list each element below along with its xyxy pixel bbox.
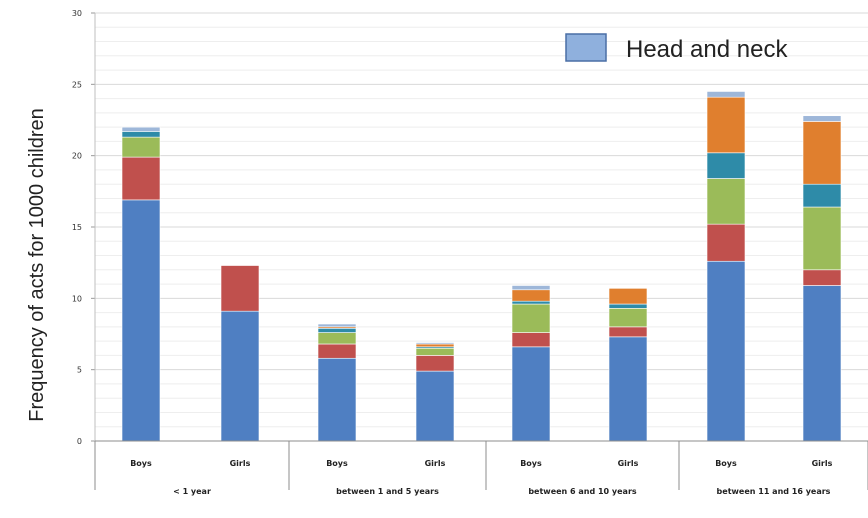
bar-segment: [317, 332, 357, 345]
bar-segment: [608, 288, 648, 305]
bar-segment: [121, 131, 161, 138]
bar-segment: [415, 343, 455, 348]
category-label: Girls: [425, 459, 446, 468]
bar-segment: [220, 310, 260, 442]
bar-segment: [511, 300, 551, 305]
bar-segment: [511, 346, 551, 442]
category-label: Boys: [326, 459, 348, 468]
bar-segment: [802, 183, 842, 208]
bars: [121, 91, 842, 442]
category-label: Girls: [812, 459, 833, 468]
bar-segment: [802, 206, 842, 271]
bar-segment: [802, 269, 842, 286]
bar-segment: [511, 332, 551, 348]
y-axis-label: Frequency of acts for 1000 children: [26, 108, 48, 422]
bar-segment: [706, 260, 746, 442]
bar-segment: [317, 357, 357, 442]
category-label: Boys: [715, 459, 737, 468]
bar-segment: [511, 285, 551, 291]
legend-label: Head and neck: [626, 36, 788, 63]
bar-segment: [802, 285, 842, 442]
bar-segment: [415, 347, 455, 356]
bar-segment: [706, 91, 746, 98]
bar-segment: [317, 323, 357, 328]
bar-segment: [317, 327, 357, 333]
y-tick-label: 15: [72, 223, 82, 232]
bar-segment: [415, 370, 455, 442]
bar-segment: [317, 343, 357, 359]
legend: Head and neck: [565, 33, 788, 63]
group-label: between 6 and 10 years: [528, 487, 637, 496]
bar-segment: [415, 342, 455, 345]
bar-segment: [415, 355, 455, 372]
category-label: Girls: [230, 459, 251, 468]
group-label: < 1 year: [173, 487, 211, 496]
bar-segment: [608, 336, 648, 442]
bar-segment: [511, 289, 551, 302]
y-tick-label: 20: [72, 152, 82, 161]
bar-segment: [608, 308, 648, 328]
y-tick-label: 30: [72, 9, 82, 18]
bar-segment: [706, 96, 746, 154]
bar-segment: [121, 126, 161, 132]
y-tick-label: 25: [72, 80, 82, 89]
bar-segment: [706, 152, 746, 179]
bar-segment: [706, 223, 746, 262]
bar-segment: [802, 121, 842, 185]
group-label: between 1 and 5 years: [336, 487, 439, 496]
y-tick-label: 5: [77, 366, 82, 375]
bar-segment: [121, 156, 161, 201]
legend-swatch: [565, 33, 607, 62]
bar-segment: [121, 199, 161, 442]
category-label: Girls: [618, 459, 639, 468]
y-tick-label: 0: [77, 437, 82, 446]
x-axis: Boys Girls Boys Girls Boys Girls Boys Girls < 1 …: [94, 13, 868, 496]
bar-segment: [706, 178, 746, 225]
bar-segment: [608, 303, 648, 309]
y-tick-labels: 0 5 10 15 20 25 30: [72, 9, 95, 446]
category-label: Boys: [520, 459, 542, 468]
y-tick-label: 10: [72, 294, 82, 303]
bar-segment: [220, 265, 260, 312]
category-label: Boys: [130, 459, 152, 468]
bar-segment: [121, 136, 161, 158]
bar-segment: [511, 303, 551, 333]
group-label: between 11 and 16 years: [717, 487, 831, 496]
bar-segment: [802, 115, 842, 122]
bar-segment: [608, 326, 648, 338]
